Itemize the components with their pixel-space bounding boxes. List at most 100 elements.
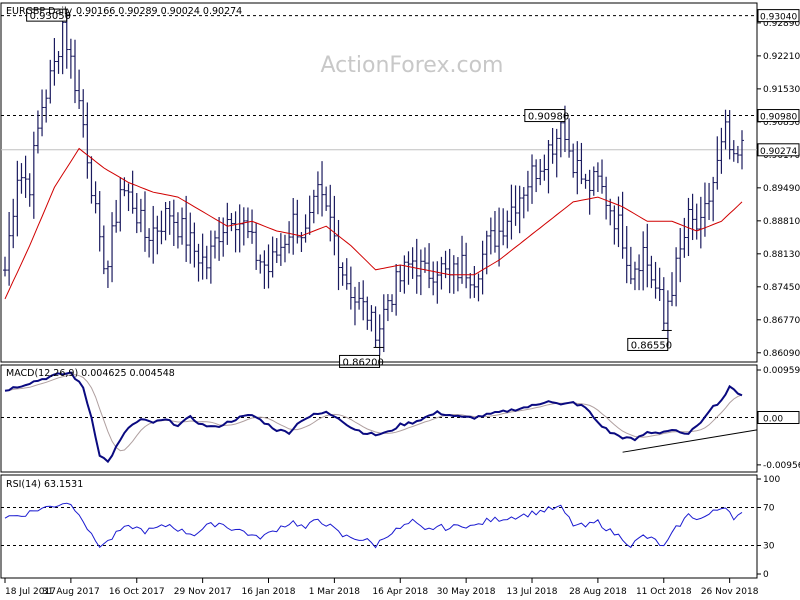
price-tick-label: 0.89490 [763, 184, 800, 194]
ohlc-label: 0.90166 0.90289 0.90024 0.90274 [76, 6, 242, 17]
price-bar [180, 207, 185, 245]
price-bar [641, 231, 646, 291]
price-bar [546, 140, 551, 194]
price-bar [184, 195, 189, 262]
price-bar [93, 181, 98, 214]
price-bar [365, 296, 370, 330]
price-bar [538, 159, 543, 186]
price-tick-label: 0.88810 [763, 217, 800, 227]
price-bar [85, 102, 90, 179]
level-box [757, 109, 800, 123]
price-bar [422, 247, 427, 273]
price-bar [735, 145, 740, 164]
price-bar [509, 184, 514, 240]
level-box-label: 0.93040 [760, 13, 797, 23]
price-bar [682, 217, 687, 258]
price-bar [274, 238, 279, 263]
price-bar [604, 176, 609, 220]
price-bar [398, 264, 403, 293]
price-bar [410, 247, 415, 279]
price-bar [266, 244, 271, 289]
price-bar [192, 222, 197, 268]
price-bar [657, 267, 662, 302]
price-bar [307, 195, 312, 235]
price-bar [11, 198, 16, 249]
price-bar [40, 89, 45, 137]
price-bar [468, 272, 473, 299]
price-bar [311, 189, 316, 224]
price-bar [427, 243, 432, 289]
price-bar [719, 127, 724, 174]
price-bar [163, 201, 168, 241]
price-bar [707, 182, 712, 221]
price-bar [674, 247, 679, 307]
price-bar [217, 217, 222, 261]
price-bar [501, 208, 506, 246]
price-bar [151, 205, 156, 264]
macd-signal-line [4, 374, 743, 452]
price-bar [567, 118, 572, 158]
price-bar [402, 255, 407, 294]
price-bar [505, 210, 510, 249]
price-bar [381, 294, 386, 353]
price-bar [678, 228, 683, 283]
price-bar [110, 212, 115, 283]
time-tick-label: 28 Aug 2018 [569, 587, 627, 597]
price-bar [632, 261, 637, 291]
price-bar [56, 51, 61, 74]
macd-zero-label: 0.00 [763, 415, 783, 425]
price-bar [159, 210, 164, 245]
price-bar [89, 156, 94, 204]
price-bar [196, 243, 201, 282]
price-tick-label: 0.86770 [763, 316, 800, 326]
price-bar [670, 272, 675, 307]
price-bars [3, 13, 744, 356]
time-tick-label: 18 Jul 2017 [5, 587, 56, 597]
price-bar [35, 110, 40, 154]
time-tick-label: 16 Apr 2018 [372, 587, 428, 597]
price-bar [52, 38, 57, 86]
price-bar [31, 131, 36, 219]
price-bar [665, 290, 670, 346]
price-bar [171, 199, 176, 247]
price-bar [295, 199, 300, 244]
price-panel: ActionForex.com 0.93050 0.90980 0.86200 0.8… [0, 2, 800, 368]
rsi-line [4, 502, 743, 549]
price-bar [464, 242, 469, 289]
macd-trendline [622, 429, 758, 453]
price-bar [558, 115, 563, 158]
price-bar [81, 89, 86, 138]
price-bar [414, 238, 419, 294]
price-bar [241, 207, 246, 246]
price-axis: 0.928900.922100.915300.908500.901700.894… [757, 9, 800, 359]
watermark: ActionForex.com [321, 53, 504, 78]
price-bar [200, 233, 205, 280]
price-bar [694, 203, 699, 240]
time-tick-label: 26 Nov 2018 [701, 587, 759, 597]
price-bar [225, 202, 230, 245]
rsi-tick-label: 70 [763, 504, 775, 514]
price-bar [262, 250, 267, 289]
price-bar [385, 294, 390, 322]
level-box-label: 0.90980 [760, 113, 797, 123]
price-bar [114, 199, 119, 233]
price-bar [332, 195, 337, 256]
macd-title: MACD(12,26,9) 0.004625 0.004548 [6, 368, 175, 379]
price-bar [282, 234, 287, 263]
price-bar [188, 212, 193, 264]
macd-axis: 0.009593 -0.009562 0.00 [757, 366, 800, 471]
price-bar [608, 198, 613, 226]
price-bar [278, 233, 283, 266]
price-bar [175, 212, 180, 249]
price-bar [270, 236, 275, 278]
price-bar [229, 212, 234, 232]
price-bar [60, 15, 65, 75]
price-bar [513, 185, 518, 226]
price-bar [138, 198, 143, 233]
price-bar [476, 273, 481, 302]
price-bar [492, 211, 497, 253]
price-bar [740, 130, 744, 170]
price-bar [595, 162, 600, 193]
macd-zero-box [757, 411, 800, 425]
price-bar [435, 261, 440, 304]
